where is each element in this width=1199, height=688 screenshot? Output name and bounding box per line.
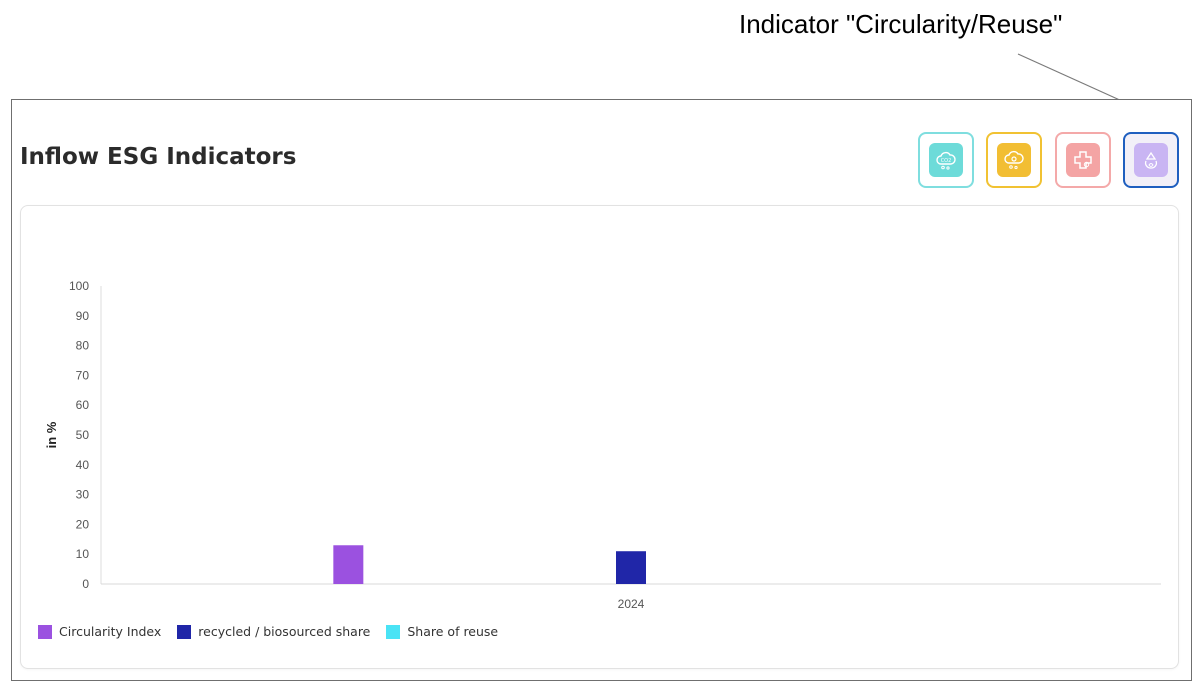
legend-item[interactable]: Share of reuse — [386, 624, 498, 639]
legend-swatch — [386, 624, 401, 639]
y-tick-label: 0 — [82, 577, 89, 591]
legend-label: Share of reuse — [407, 624, 499, 639]
co2-indicator-tile: CO2 — [929, 143, 963, 177]
medical-cross-icon — [1074, 151, 1092, 169]
bar-circularity-index — [333, 545, 364, 584]
bar-recycled-biosourced-share — [616, 551, 646, 584]
health-indicator-button[interactable] — [1055, 132, 1111, 188]
health-indicator-tile — [1066, 143, 1100, 177]
legend-swatch — [38, 624, 52, 639]
circularity-reuse-indicator-tile — [1134, 143, 1168, 177]
chart-legend: Circularity Index recycled / biosourced s… — [38, 624, 514, 639]
svg-text:CO2: CO2 — [941, 158, 952, 164]
y-tick-label: 100 — [69, 279, 89, 293]
y-tick-label: 40 — [76, 458, 90, 472]
legend-swatch — [177, 624, 192, 639]
y-axis-label: in % — [44, 421, 59, 448]
legend-label: Circularity Index — [59, 624, 162, 639]
legend-item[interactable]: recycled / biosourced share — [177, 624, 370, 639]
y-tick-label: 20 — [76, 517, 90, 531]
y-tick-label: 30 — [76, 488, 90, 502]
cloud-co2-icon: CO2 — [936, 151, 956, 170]
y-tick-label: 80 — [76, 339, 90, 353]
legend-label: recycled / biosourced share — [198, 624, 371, 639]
legend-item[interactable]: Circularity Index — [38, 624, 161, 639]
circularity-reuse-indicator-button[interactable] — [1123, 132, 1179, 188]
y-tick-label: 70 — [76, 368, 90, 382]
co2-indicator-button[interactable]: CO2 — [918, 132, 974, 188]
x-tick-label: 2024 — [618, 597, 645, 611]
widget-frame: Inflow ESG Indicators CO2 — [11, 99, 1192, 681]
widget-title: Inflow ESG Indicators — [20, 144, 297, 170]
annotation-label: Indicator "Circularity/Reuse" — [739, 9, 1063, 39]
recycle-leaf-icon — [1144, 151, 1158, 169]
y-tick-label: 50 — [76, 428, 90, 442]
y-tick-label: 60 — [76, 398, 90, 412]
y-tick-label: 10 — [76, 547, 90, 561]
cloud-gear-icon — [1004, 150, 1024, 170]
energy-indicator-tile — [997, 143, 1031, 177]
chart-card: 0 10 20 30 40 50 60 70 80 90 100 in % 2024 Circulari… — [20, 205, 1179, 669]
bar-chart: 0 10 20 30 40 50 60 70 80 90 100 in % 2024 — [44, 279, 1161, 611]
y-tick-label: 90 — [76, 309, 90, 323]
energy-indicator-button[interactable] — [986, 132, 1042, 188]
